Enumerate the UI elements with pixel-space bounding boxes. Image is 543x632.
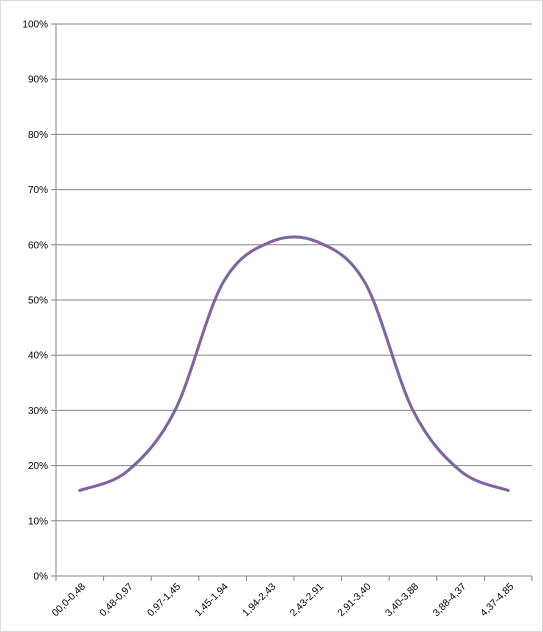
y-tick-label: 40%: [28, 351, 48, 362]
y-tick-label: 50%: [28, 296, 48, 307]
x-tick-label: 4,37-4,85: [479, 581, 517, 619]
x-tick-label: 0,97-1,45: [145, 581, 183, 619]
y-tick-label: 20%: [28, 461, 48, 472]
y-tick-labels: 0% 10% 20% 30% 40% 50% 60% 70% 80% 90% 100%: [22, 20, 48, 583]
data-point: [78, 489, 81, 492]
data-point: [507, 489, 510, 492]
x-tick-label: 3,88-4,37: [431, 581, 469, 619]
series-line: [78, 235, 510, 492]
data-point: [364, 282, 367, 285]
x-tick-label: 2,43-2,91: [288, 581, 326, 619]
axes: [51, 23, 533, 581]
y-tick-label: 60%: [28, 240, 48, 251]
y-tick-label: 100%: [22, 20, 48, 31]
y-tick-label: 70%: [28, 185, 48, 196]
x-tick-label: 3,40-3,88: [383, 581, 421, 619]
y-tick-label: 30%: [28, 406, 48, 417]
data-point: [174, 409, 177, 412]
series-layer: [78, 235, 510, 492]
y-tick-label: 10%: [28, 516, 48, 527]
x-tick-label: 00,0-0,48: [50, 581, 88, 619]
y-tick-label: 90%: [28, 75, 48, 86]
data-point: [126, 470, 129, 473]
data-point: [269, 241, 272, 244]
data-point: [221, 282, 224, 285]
data-point: [412, 409, 415, 412]
x-tick-label: 0,48-0,97: [98, 581, 136, 619]
x-tick-label: 1,94-2,43: [241, 581, 279, 619]
gridlines: [56, 23, 532, 522]
data-point: [459, 470, 462, 473]
data-point: [316, 241, 319, 244]
x-tick-labels: 00,0-0,48 0,48-0,97 0,97-1,45 1,45-1,94 1,94…: [50, 581, 516, 619]
y-tick-label: 0%: [34, 572, 49, 583]
x-tick-label: 2,91-3,40: [336, 581, 374, 619]
x-tick-label: 1,45-1,94: [193, 581, 231, 619]
y-tick-label: 80%: [28, 130, 48, 141]
